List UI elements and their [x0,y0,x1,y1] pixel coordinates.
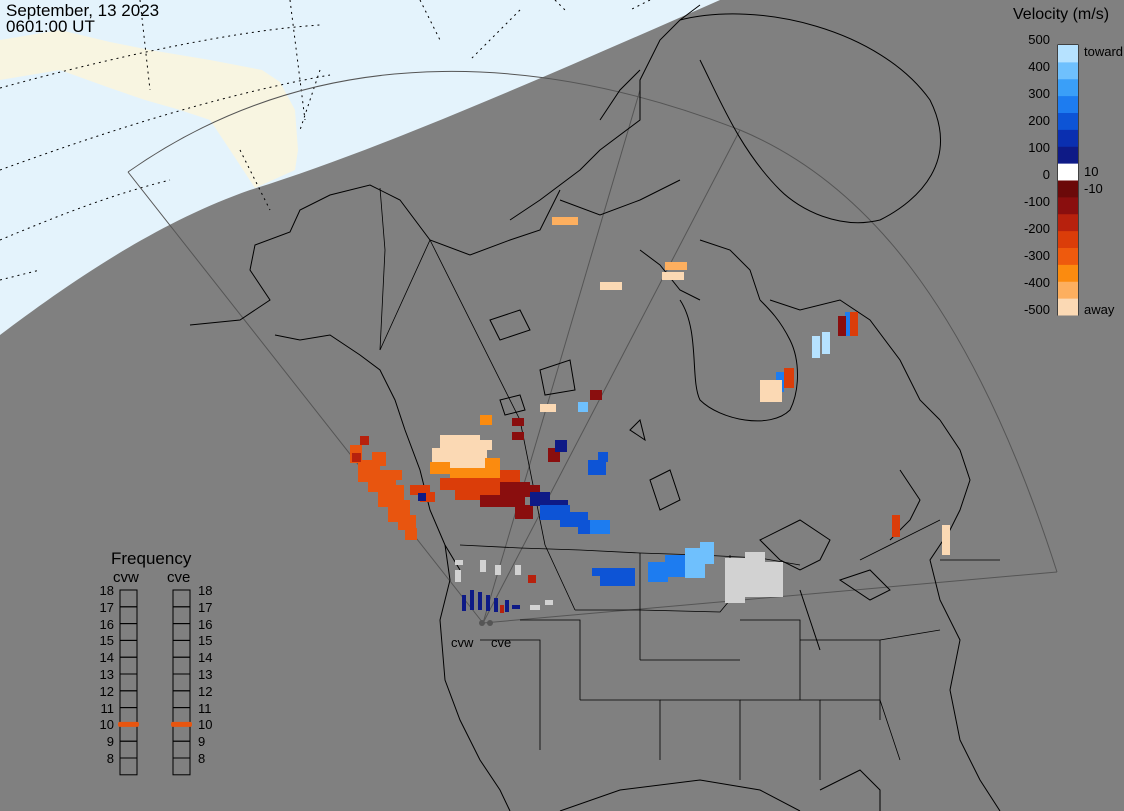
frequency-cell [119,690,138,709]
frequency-level-label-left: 9 [106,734,114,750]
frequency-level-label-left: 14 [99,650,114,666]
frequency-cell [119,723,138,742]
colorbar-tick-label: 0 [1042,167,1050,182]
graticule [0,0,651,281]
frequency-cell [119,707,138,725]
frequency-level-label-right: 12 [198,683,213,699]
frequency-cell [172,639,191,658]
colorbar-swatch [1058,61,1078,80]
frequency-level-label-left: 8 [106,751,114,766]
frequency-cell [119,623,138,641]
colorbar-swatch [1058,298,1078,316]
frequency-cell [119,589,138,608]
colorbar-swatch [1058,163,1078,181]
colorbar-swatch [1058,95,1078,113]
colorbar-tick-label: -400 [1023,275,1050,290]
frequency-level-label-right: 9 [198,734,206,750]
frequency-level-label-left: 16 [99,616,114,632]
frequency-level-label-left: 15 [99,633,114,649]
frequency-cell [172,690,191,709]
colorbar-swatch [1058,281,1078,299]
frequency-cell [119,757,138,776]
frequency-cell [172,740,191,759]
frequency-level-label-left: 10 [99,717,114,733]
colorbar-title: Velocity (m/s) [1013,6,1110,23]
colorbar-toward-label: toward [1084,44,1124,59]
frequency-cell [172,623,191,641]
frequency-level-label-right: 18 [198,583,213,598]
frequency-cell [119,656,138,675]
colorbar-tick-label: -300 [1023,248,1050,263]
frequency-level-label-right: 11 [198,700,212,716]
colorbar-tick-label: 400 [1028,59,1050,74]
frequency-panel [118,589,192,776]
frequency-level-label-left: 13 [99,667,114,682]
colorbar-swatch [1058,213,1078,232]
colorbar-swatch [1058,230,1078,248]
timestamp-date: September, 13 2023 [6,1,160,20]
colorbar-away-label: away [1084,302,1115,317]
colorbar-swatch [1058,264,1078,282]
colorbar-swatch [1058,78,1078,97]
radar-site-cvw-marker [479,620,485,626]
radar-echoes [350,217,950,613]
frequency-marker [118,721,139,727]
velocity-colorbar [1057,44,1079,316]
colorbar-swatch [1058,129,1078,147]
frequency-title: Frequency [111,549,192,568]
frequency-level-label-left: 11 [100,700,115,716]
frequency-level-label-right: 8 [198,751,206,766]
colorbar-tick-label: 200 [1028,113,1050,128]
radar-site-cve-label: cve [491,635,512,650]
colorbar-swatch [1058,146,1078,164]
radar-site-cve-marker [487,620,493,626]
colorbar-tick-label: -10 [1084,181,1103,196]
frequency-cell [172,606,191,625]
frequency-cell [119,639,138,658]
colorbar-swatch [1058,180,1078,198]
frequency-radar-cvw-label: cvw [113,569,139,586]
frequency-cell [119,606,138,625]
frequency-level-label-right: 17 [198,599,213,615]
frequency-level-label-right: 16 [198,616,213,632]
frequency-cell [172,656,191,675]
frequency-level-label-left: 18 [99,583,114,598]
colorbar-tick-label: -100 [1023,194,1050,209]
colorbar-tick-label: 500 [1028,32,1050,47]
colorbar-tick-label: -500 [1023,302,1050,317]
frequency-cell [172,723,191,742]
colorbar-swatch [1058,45,1078,63]
frequency-level-label-right: 14 [198,650,213,666]
frequency-cell [119,740,138,759]
frequency-cell [119,673,138,692]
colorbar-tick-label: 300 [1028,86,1050,101]
frequency-level-label-right: 13 [198,667,213,682]
colorbar-tick-label: -200 [1023,221,1050,236]
frequency-cell [172,757,191,776]
colorbar-tick-label: 100 [1028,140,1050,155]
frequency-level-label-right: 10 [198,717,213,733]
colorbar-swatch [1058,196,1078,215]
frequency-level-label-left: 12 [99,683,114,699]
colorbar-swatch [1058,247,1078,265]
radar-site-cvw-label: cvw [451,635,474,650]
frequency-level-label-right: 15 [198,633,213,649]
frequency-cell [172,707,191,725]
colorbar-swatch [1058,112,1078,130]
coastlines [189,4,1001,811]
daylight-land [0,30,298,188]
colorbar-tick-label: 10 [1084,164,1099,179]
fov-outline [127,71,1058,624]
frequency-marker [171,721,192,727]
frequency-level-label-left: 17 [99,599,114,615]
frequency-radar-cve-label: cve [167,569,191,586]
frequency-cell [172,589,191,608]
timestamp-time: 0601:00 UT [6,17,95,36]
frequency-cell [172,673,191,692]
